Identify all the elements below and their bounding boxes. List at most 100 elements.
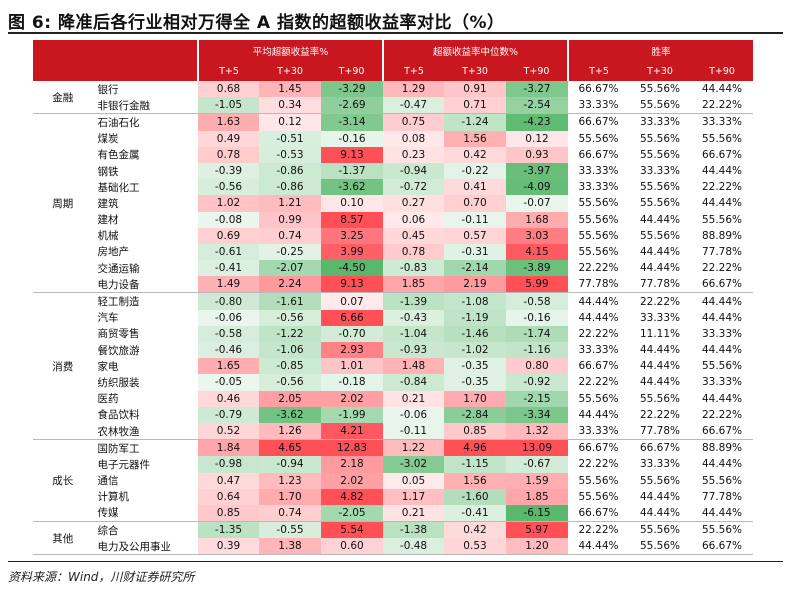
win-rate-value: 55.56% — [578, 245, 619, 258]
avg-excess-value: 2.93 — [321, 342, 383, 359]
win-rate-value: 55.56% — [639, 83, 681, 96]
win-rate-value: 55.56% — [701, 474, 743, 487]
median-excess-value: 4.15 — [506, 243, 568, 261]
win-rate-value: 55.56% — [578, 213, 619, 226]
median-excess-value: -1.19 — [444, 309, 506, 326]
avg-excess-value: -0.79 — [198, 406, 259, 423]
win-rate-value: 55.56% — [639, 392, 681, 405]
win-rate-value: 44.44% — [639, 344, 681, 357]
table-row: 计算机 0.64 1.70 4.82 1.17 -1.60 1.85 55.56% 44.44%… — [33, 488, 753, 505]
avg-excess-value: -0.06 — [198, 309, 259, 326]
win-rate-value: 11.11% — [639, 327, 681, 340]
win-rate-value: 33.33% — [639, 116, 681, 129]
median-excess-value: -1.02 — [444, 342, 506, 359]
win-rate-value: 44.44% — [701, 295, 743, 308]
avg-excess-value: 4.65 — [259, 439, 321, 457]
median-excess-value: -2.54 — [506, 97, 568, 115]
industry-name: 非银行金融 — [93, 97, 198, 115]
median-excess-value: 2.19 — [444, 276, 506, 294]
median-excess-value: -2.84 — [444, 406, 506, 423]
industry-name: 银行 — [97, 83, 119, 96]
industry-name: 农林牧渔 — [93, 422, 198, 441]
win-rate-value: 33.33% — [578, 165, 619, 178]
industry-name: 餐饮旅游 — [97, 344, 140, 357]
median-excess-value: -3.34 — [506, 406, 568, 423]
avg-excess-value: 6.66 — [321, 309, 383, 326]
avg-excess-value: -3.62 — [259, 406, 321, 423]
avg-excess-value: 4.21 — [321, 422, 383, 441]
win-rate-value: 55.56% — [578, 392, 619, 405]
table-row: 建材 -0.08 0.99 8.57 0.06 -0.11 1.68 55.56% 44.44%… — [33, 211, 753, 228]
win-rate-value: 66.67% — [691, 538, 753, 556]
median-excess-value: -1.39 — [383, 292, 444, 310]
median-excess-value: -0.72 — [383, 179, 444, 196]
industry-name: 建筑 — [97, 197, 119, 210]
sector-group-label: 成长 — [33, 439, 94, 523]
median-excess-value: 0.93 — [506, 146, 568, 163]
win-rate-value: 55.56% — [639, 474, 681, 487]
avg-excess-value: -0.94 — [259, 456, 321, 473]
avg-excess-value: 1.26 — [259, 422, 321, 441]
industry-name: 电力及公用事业 — [93, 538, 198, 556]
median-excess-value: -1.15 — [444, 456, 506, 473]
win-rate-value: 66.67% — [691, 422, 753, 441]
period-header: T+90 — [321, 61, 383, 81]
win-rate-value: 44.44% — [701, 197, 743, 210]
industry-name: 电子元器件 — [97, 458, 151, 471]
avg-excess-value: 0.12 — [259, 113, 321, 131]
avg-excess-value: -0.05 — [198, 374, 259, 391]
avg-excess-value: -0.18 — [321, 374, 383, 391]
table-row: 钢铁 -0.39 -0.86 -1.37 -0.94 -0.22 -3.97 33.33% 33… — [33, 162, 753, 180]
median-excess-value: 1.59 — [506, 472, 568, 489]
win-rate-value: 33.33% — [568, 422, 629, 441]
avg-excess-value: 0.69 — [198, 227, 259, 244]
median-excess-value: 1.32 — [506, 422, 568, 441]
table-row: 房地产 -0.61 -0.25 3.99 0.78 -0.31 4.15 55.56% 44.4… — [33, 243, 753, 261]
win-rate-value: 22.22% — [639, 408, 681, 421]
win-rate-value: 44.44% — [639, 376, 681, 389]
sector-group-label: 周期 — [33, 113, 94, 294]
median-excess-value: -0.35 — [444, 374, 506, 391]
table-row: 交通运输 -0.41 -2.07 -4.50 -0.83 -2.14 -3.89 22.22%… — [33, 260, 753, 277]
win-rate-value: 44.44% — [578, 311, 619, 324]
median-excess-value: -0.83 — [383, 260, 444, 277]
median-excess-value: 0.23 — [383, 146, 444, 163]
industry-name: 通信 — [97, 475, 119, 488]
table-body: 金融 银行 0.68 1.45 -3.29 1.29 0.91 -3.27 66.67% 55.5… — [33, 81, 753, 556]
avg-excess-value: 9.13 — [321, 146, 383, 163]
period-header: T+5 — [567, 61, 629, 81]
median-excess-value: 0.42 — [444, 521, 506, 539]
avg-excess-value: 1.02 — [198, 195, 259, 212]
industry-name: 传媒 — [93, 504, 198, 523]
avg-excess-value: -0.16 — [321, 130, 383, 147]
avg-excess-value: -0.86 — [259, 179, 321, 196]
avg-excess-value: 2.02 — [321, 472, 383, 489]
industry-name: 房地产 — [97, 246, 130, 259]
win-rate-value: 22.22% — [578, 327, 619, 340]
median-excess-value: -0.31 — [444, 243, 506, 261]
avg-excess-value: 1.63 — [198, 113, 259, 131]
avg-excess-value: 1.70 — [259, 488, 321, 505]
table-row: 农林牧渔 0.52 1.26 4.21 -0.11 0.85 1.32 33.33% 77.78… — [33, 422, 753, 441]
win-rate-value: 55.56% — [639, 524, 681, 537]
avg-excess-value: -3.62 — [321, 179, 383, 196]
industry-name: 基础化工 — [97, 181, 140, 194]
avg-excess-value: -1.06 — [259, 342, 321, 359]
win-rate-value: 33.33% — [701, 116, 743, 129]
table-row: 金融 银行 0.68 1.45 -3.29 1.29 0.91 -3.27 66.67% 55.5… — [33, 81, 753, 115]
period-header: T+30 — [259, 61, 321, 81]
median-excess-value: -0.11 — [444, 211, 506, 228]
industry-name: 汽车 — [97, 312, 119, 325]
avg-excess-value: -0.53 — [259, 146, 321, 163]
avg-excess-value: -1.99 — [321, 406, 383, 423]
win-rate-value: 44.44% — [701, 311, 743, 324]
win-rate-value: 66.67% — [578, 116, 619, 129]
avg-excess-value: -4.50 — [321, 260, 383, 277]
median-excess-value: 5.99 — [506, 276, 568, 294]
median-excess-value: 5.97 — [506, 521, 568, 539]
win-rate-value: 88.89% — [701, 229, 743, 242]
avg-excess-value: -0.55 — [259, 521, 321, 539]
win-rate-value: 55.56% — [701, 213, 743, 226]
avg-excess-value: 0.34 — [259, 97, 321, 115]
win-rate-value: 88.89% — [701, 442, 743, 455]
